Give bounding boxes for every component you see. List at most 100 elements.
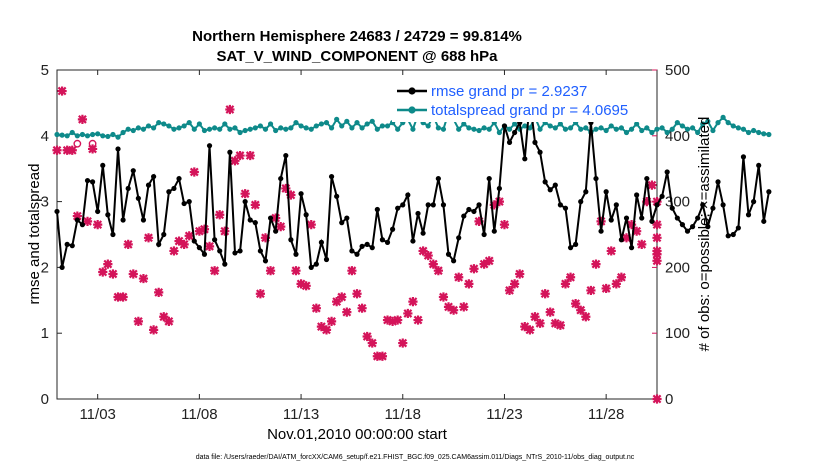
rmse-point <box>89 179 96 185</box>
totalspread-point <box>115 134 121 140</box>
chart-title-line2: SAT_V_WIND_COMPONENT @ 688 hPa <box>216 48 498 65</box>
rmse-point <box>573 241 579 247</box>
obs-assimilated-point <box>154 287 164 298</box>
rmse-point <box>191 238 197 244</box>
legend: rmse grand pr = 2.9237 totalspread grand… <box>392 80 654 122</box>
rmse-point <box>69 243 75 249</box>
obs-assimilated-point <box>332 297 342 307</box>
obs-assimilated-point <box>225 104 235 115</box>
rmse-point <box>532 139 538 145</box>
totalspread-point <box>105 133 111 140</box>
rmse-point <box>222 261 228 267</box>
rmse-point <box>354 251 360 257</box>
totalspread-point <box>583 125 589 131</box>
y-left-tick-label: 4 <box>41 128 49 145</box>
rmse-point <box>745 212 752 218</box>
y-left-tick-label: 1 <box>41 325 49 342</box>
rmse-point <box>267 215 274 221</box>
rmse-point <box>486 175 492 182</box>
obs-assimilated-point <box>67 145 77 155</box>
obs-assimilated-point <box>637 239 647 249</box>
totalspread-point <box>191 126 197 132</box>
totalspread-point <box>720 114 726 120</box>
obs-assimilated-point <box>159 312 169 322</box>
obs-assimilated-point <box>652 249 662 259</box>
rmse-point <box>201 251 208 257</box>
obs-assimilated-point <box>245 150 255 161</box>
rmse-point <box>318 239 325 245</box>
obs-assimilated-point <box>652 233 662 243</box>
totalspread-point <box>64 133 70 139</box>
totalspread-point <box>151 125 157 131</box>
y-left-tick-label: 5 <box>41 62 49 79</box>
y-left-tick-label: 0 <box>41 391 49 408</box>
rmse-point <box>278 175 284 182</box>
obs-assimilated-point <box>189 167 199 177</box>
rmse-point <box>766 189 772 195</box>
rmse-point <box>323 256 330 263</box>
x-axis-label: Nov.01,2010 00:00:00 start <box>267 426 448 443</box>
x-tick-label: 11/08 <box>181 406 217 423</box>
rmse-point <box>303 212 309 218</box>
rmse-point <box>445 251 452 257</box>
rmse-point <box>349 248 355 254</box>
totalspread-point <box>186 120 192 126</box>
totalspread-point <box>547 123 553 129</box>
obs-assimilated-point <box>77 114 88 124</box>
totalspread-point <box>512 121 518 127</box>
totalspread-point <box>639 127 645 134</box>
rmse-point <box>110 231 116 238</box>
chart-title-line1: Northern Hemisphere 24683 / 24729 = 99.8… <box>192 28 522 45</box>
totalspread-point <box>710 127 716 134</box>
rmse-point <box>313 261 319 267</box>
obs-assimilated-point <box>271 213 281 223</box>
x-tick-label: 11/03 <box>79 406 115 423</box>
totalspread-point <box>598 125 604 131</box>
obs-assimilated-point <box>199 224 210 234</box>
obs-assimilated-point <box>72 211 82 221</box>
obs-assimilated-point <box>57 86 67 96</box>
totalspread-point <box>761 131 767 137</box>
obs-assimilated-point <box>311 303 321 313</box>
totalspread-point <box>247 126 253 132</box>
totalspread-point <box>232 125 238 131</box>
rmse-point <box>735 225 741 231</box>
obs-assimilated-point <box>260 233 271 243</box>
totalspread-point <box>674 120 680 126</box>
rmse-point <box>639 215 645 221</box>
obs-assimilated-point <box>606 246 616 256</box>
legend-totalspread-marker <box>408 106 416 114</box>
rmse-point <box>593 175 599 182</box>
obs-assimilated-point <box>93 220 103 230</box>
rmse-point <box>481 231 487 238</box>
totalspread-point <box>140 126 147 132</box>
totalspread-series <box>54 110 772 140</box>
obs-assimilated-point <box>611 279 621 289</box>
obs-assimilated-point <box>459 302 469 312</box>
totalspread-point <box>654 126 660 132</box>
rmse-point <box>262 258 269 264</box>
totalspread-point <box>288 125 294 131</box>
obs-assimilated-point <box>484 256 494 266</box>
totalspread-point <box>435 125 441 131</box>
legend-entry-totalspread: totalspread grand pr = 4.0695 <box>397 102 628 119</box>
rmse-point <box>491 228 497 234</box>
totalspread-point <box>440 126 447 132</box>
totalspread-point <box>552 125 558 131</box>
rmse-point <box>471 208 477 215</box>
totalspread-point <box>679 123 686 129</box>
totalspread-point <box>613 126 619 132</box>
rmse-point <box>669 205 675 211</box>
rmse-point <box>598 228 604 234</box>
y-axis-right-label: # of obs: o=possible; ×=assimilated <box>696 117 713 352</box>
obs-assimilated-point <box>398 338 408 348</box>
totalspread-point <box>557 121 563 127</box>
obs-assimilated-point <box>413 315 423 325</box>
totalspread-point <box>593 126 599 132</box>
rmse-point <box>761 218 767 224</box>
obs-assimilated-point <box>571 298 581 309</box>
totalspread-point <box>354 120 360 126</box>
rmse-point <box>84 177 91 184</box>
legend-entry-rmse: rmse grand pr = 2.9237 <box>397 83 587 100</box>
obs-assimilated-point <box>581 312 591 322</box>
